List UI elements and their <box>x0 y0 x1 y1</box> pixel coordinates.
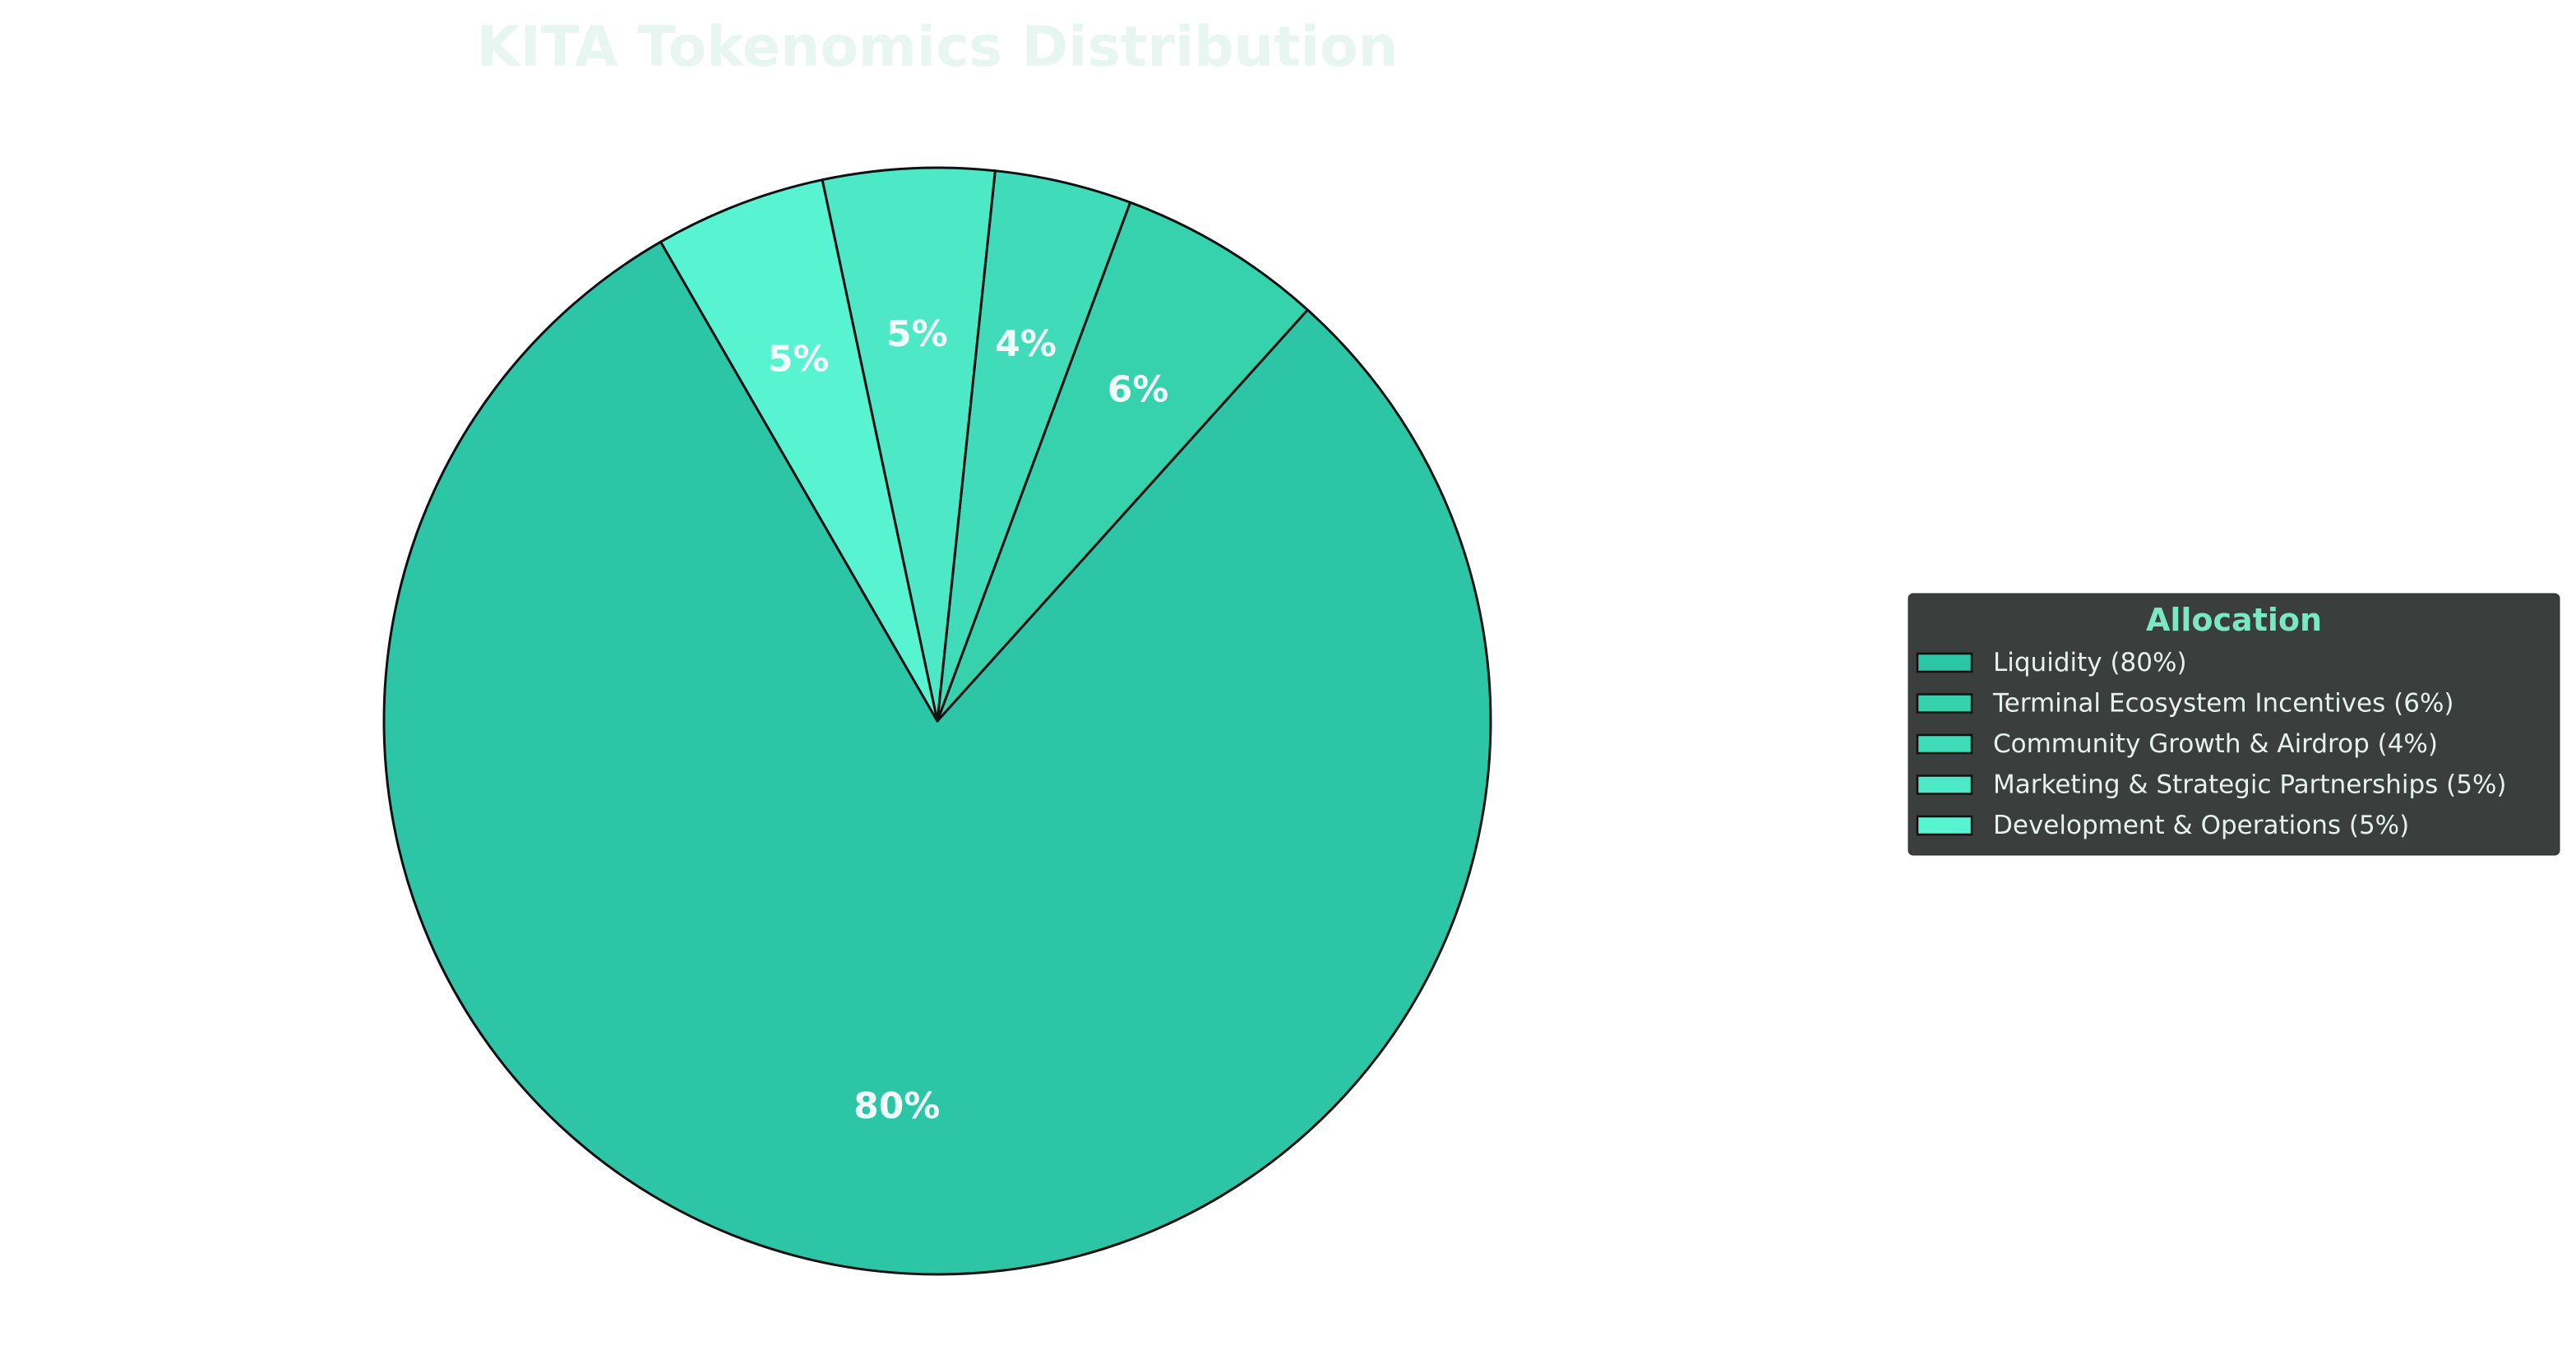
legend-item-label: Community Growth & Airdrop (4%) <box>1993 729 2438 759</box>
pie-slice <box>659 178 939 723</box>
pie-slice <box>382 240 1492 1276</box>
slice-percent-label: 5% <box>886 313 948 355</box>
legend: Allocation Liquidity (80%) Terminal Ecosy… <box>1908 593 2560 856</box>
legend-item-label: Liquidity (80%) <box>1993 648 2187 677</box>
legend-title: Allocation <box>2146 602 2322 638</box>
slice-percent-label: 6% <box>1108 369 1169 411</box>
legend-swatch <box>1916 693 1973 714</box>
legend-box <box>1908 593 2560 856</box>
legend-swatch <box>1916 652 1973 673</box>
legend-item-label: Marketing & Strategic Partnerships (5%) <box>1993 770 2507 800</box>
legend-swatch <box>1916 774 1973 795</box>
legend-item-label: Terminal Ecosystem Incentives (6%) <box>1992 689 2454 719</box>
pie-slice <box>936 201 1309 723</box>
chart-title: KITA Tokenomics Distribution <box>477 15 1398 80</box>
pie-slices <box>382 166 1492 1276</box>
slice-percent-label: 5% <box>768 339 830 381</box>
pie-slice <box>821 166 997 723</box>
legend-swatch <box>1916 815 1973 836</box>
pie-slice-labels: 80% 6% 4% 5% 5% <box>768 313 1169 1127</box>
legend-items: Liquidity (80%) Terminal Ecosystem Incent… <box>1916 648 2507 840</box>
slice-percent-label: 4% <box>995 323 1057 365</box>
legend-item-label: Development & Operations (5%) <box>1993 811 2409 840</box>
legend-swatch <box>1916 733 1973 755</box>
slice-percent-label: 80% <box>853 1085 940 1127</box>
